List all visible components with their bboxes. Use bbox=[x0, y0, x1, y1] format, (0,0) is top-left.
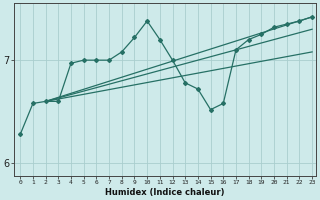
X-axis label: Humidex (Indice chaleur): Humidex (Indice chaleur) bbox=[105, 188, 225, 197]
